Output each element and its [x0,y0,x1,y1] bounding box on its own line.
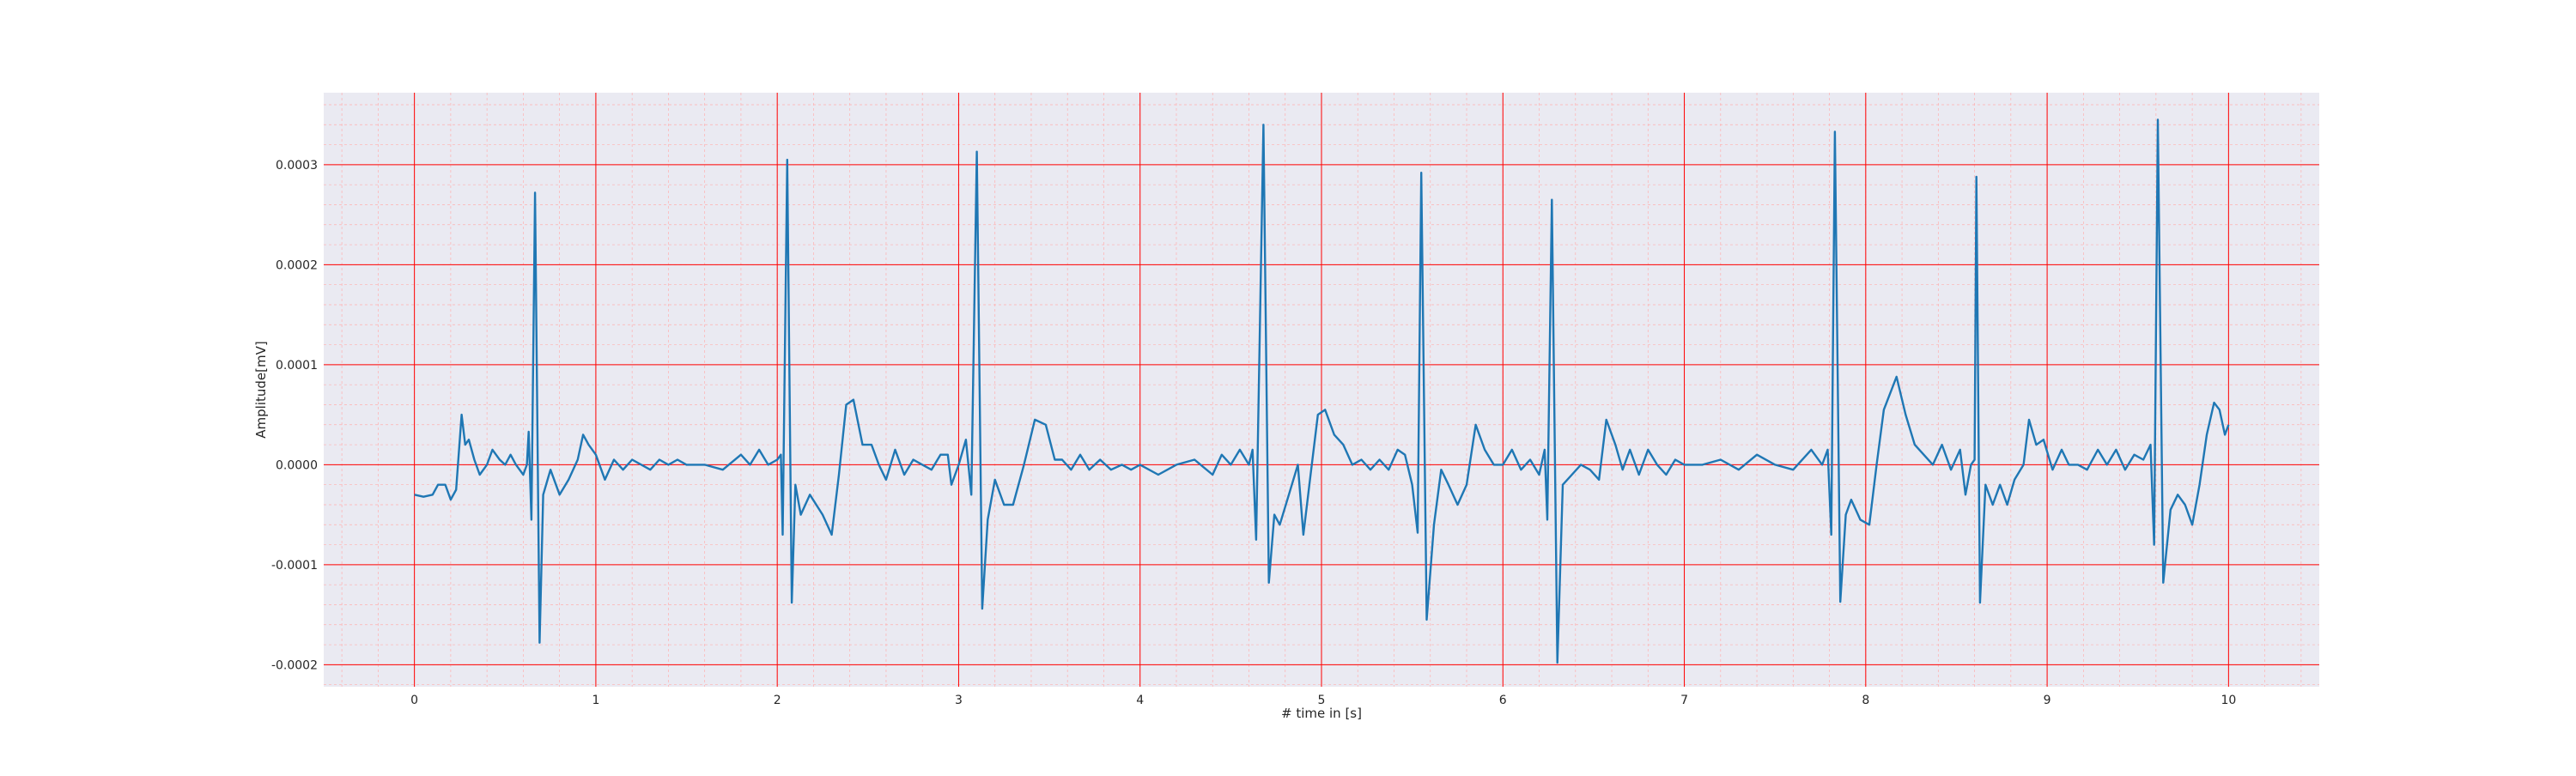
y-tick-label: -0.0002 [271,658,318,672]
y-axis-label: Amplitude[mV] [253,341,269,438]
x-tick-label: 7 [1680,694,1688,707]
major-grid [324,93,2319,687]
x-tick-label: 1 [592,694,599,707]
x-tick-label: 0 [410,694,418,707]
x-tick-label: 4 [1136,694,1144,707]
x-tick-label: 10 [2221,694,2236,707]
x-tick-label: 6 [1499,694,1507,707]
x-tick-label: 5 [1318,694,1326,707]
x-tick-label: 9 [2044,694,2051,707]
x-tick-label: 2 [774,694,781,707]
y-tick-label: -0.0001 [271,559,318,573]
y-tick-label: 0.0002 [276,258,318,272]
x-tick-label: 8 [1862,694,1869,707]
y-tick-label: 0.0001 [276,359,318,373]
y-tick-label: 0.0003 [276,159,318,173]
x-axis-ticks: 0 1 2 3 4 5 6 7 8 9 10 [410,694,2236,707]
x-axis-label: # time in [s] [1281,706,1362,721]
y-axis-ticks: -0.0002 -0.0001 0.0000 0.0001 0.0002 0.0003 [271,159,318,672]
y-tick-label: 0.0000 [276,458,318,472]
x-tick-label: 3 [955,694,963,707]
signal-line [414,118,2230,664]
